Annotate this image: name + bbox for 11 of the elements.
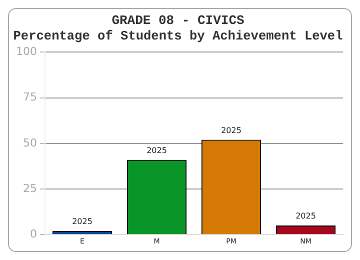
chart-subtitle: Percentage of Students by Achievement Level [13,28,344,44]
chart-title: GRADE 08 - CIVICS [112,13,245,28]
series-label: 2025 [72,217,92,226]
text: 2025 [296,212,316,221]
y-tick-label: 100 [16,45,37,58]
y-tick-label: 25 [22,182,37,195]
y-tick-label: 50 [22,136,37,150]
text: 2025 [221,126,242,135]
y-tick-label: 75 [22,90,37,104]
text: 2025 [146,146,167,155]
y-tick-label: 0 [30,227,37,240]
